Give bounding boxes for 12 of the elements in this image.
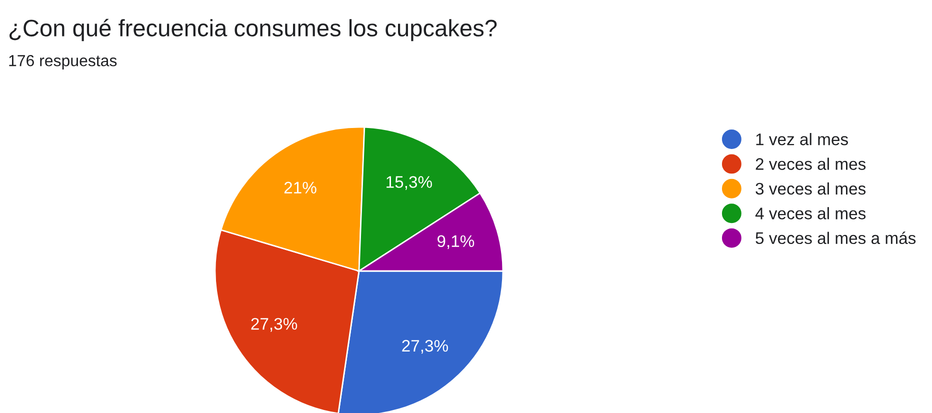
text: 176 respuestas [9,54,117,70]
legend-label: 1 vez al mes [756,133,848,146]
legend-label: 4 veces al mes [755,207,866,220]
data-label: 15,3% [386,176,432,190]
legend-label: 3 veces al mes [756,182,866,195]
data-label: 9,1% [437,235,474,250]
data-label: 27,3% [251,318,298,332]
chart-title: ¿Con qué frecuencia consumes los cupcakes? [10,18,497,42]
data-label: 27,3% [402,340,448,354]
data-label: 21% [284,182,316,194]
legend-label: 5 veces al mes a más [756,232,916,244]
legend-label: 2 veces al mes [756,158,866,170]
